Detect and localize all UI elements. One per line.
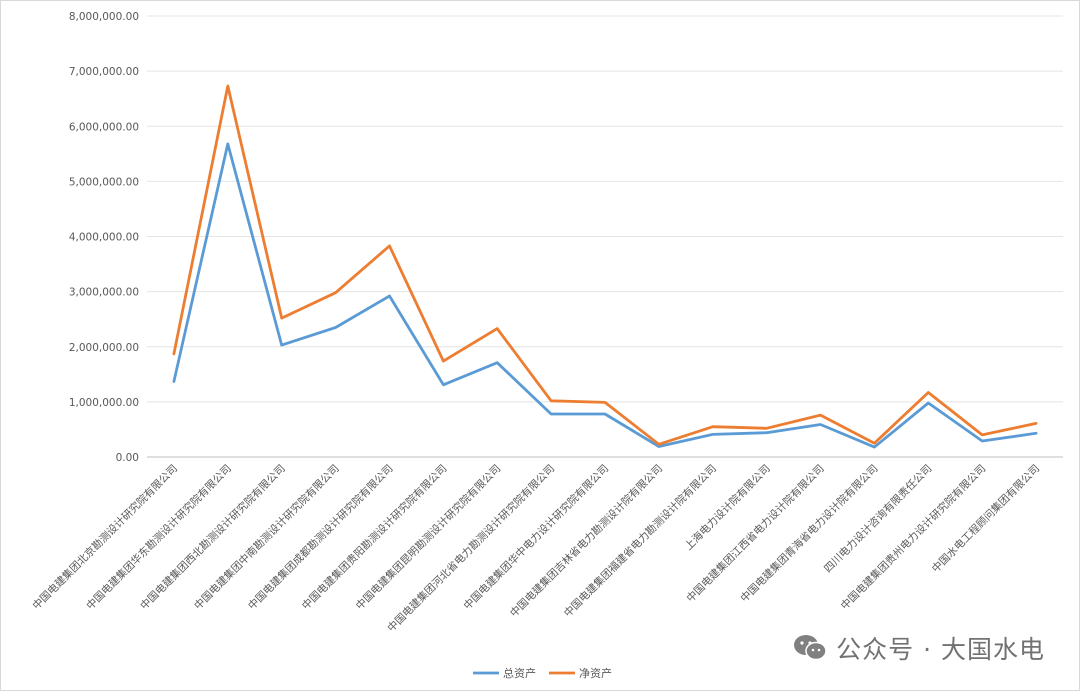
- legend-label: 总资产: [503, 666, 536, 680]
- x-axis-ticks: 中国电建集团北京勘测设计研究院有限公司中国电建集团华东勘测设计研究院有限公司中国…: [30, 462, 1042, 635]
- x-tick-label: 四川电力设计咨询有限责任公司: [821, 462, 934, 575]
- watermark: 公众号 · 大国水电: [792, 630, 1045, 666]
- x-tick-label: 中国水电工程顾问集团有限公司: [929, 462, 1042, 575]
- y-tick-label: 0.00: [116, 452, 139, 464]
- grid-lines: [147, 15, 1063, 403]
- y-axis-ticks: 0.00 1,000,000.00 2,000,000.00 3,000,000.00…: [69, 11, 139, 464]
- y-tick-label: 3,000,000.00: [69, 287, 139, 299]
- y-tick-label: 5,000,000.00: [69, 176, 139, 188]
- x-tick-label: 上海电力设计院有限公司: [682, 462, 773, 553]
- legend: 总资产 净资产: [473, 666, 612, 680]
- series-line: [172, 84, 1038, 446]
- watermark-text: 公众号 · 大国水电: [836, 635, 1045, 664]
- y-tick-label: 6,000,000.00: [69, 121, 139, 133]
- series-line: [172, 142, 1038, 449]
- wechat-icon: [794, 635, 827, 661]
- y-tick-label: 8,000,000.00: [69, 11, 139, 23]
- y-tick-label: 2,000,000.00: [69, 342, 139, 354]
- legend-label: 净资产: [579, 666, 612, 680]
- y-tick-label: 7,000,000.00: [69, 66, 139, 78]
- series-lines: [172, 84, 1038, 449]
- y-tick-label: 1,000,000.00: [69, 397, 139, 409]
- y-tick-label: 4,000,000.00: [69, 232, 139, 244]
